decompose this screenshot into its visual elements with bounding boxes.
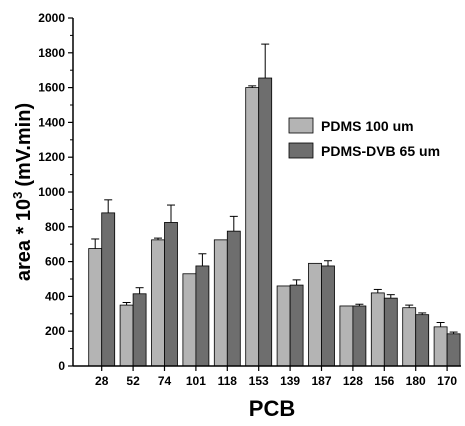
y-tick-label: 2000: [38, 11, 65, 25]
bar-pdms-100-153: [245, 87, 260, 367]
bar-pdms-100-170: [433, 326, 448, 367]
legend-label-pdms-dvb-65: PDMS-DVB 65 um: [321, 143, 440, 159]
legend-swatch-pdms-100: [288, 117, 314, 134]
bar-pdms-dvb-65-74: [164, 222, 178, 367]
y-ticks-group: 0 200 400 600 800 1000 1200 1400 1600 1800 2000: [38, 11, 73, 373]
x-tick-label: 187: [311, 374, 331, 388]
x-tick-label: 28: [95, 374, 109, 388]
bar-pdms-100-52: [119, 304, 134, 367]
y-tick-label: 1200: [38, 150, 65, 164]
bar-pdms-100-128: [339, 305, 354, 367]
y-axis-title-exponent: 3: [10, 192, 25, 199]
x-tick-label: 118: [218, 374, 238, 388]
bar-pdms-100-187: [308, 262, 322, 367]
x-tick-label: 153: [249, 374, 269, 388]
bar-pdms-100-139: [276, 285, 291, 367]
error-bars-group: [91, 43, 458, 334]
x-tick-label: 156: [374, 374, 394, 388]
x-tick-label: 139: [280, 374, 300, 388]
x-tick-label: 180: [406, 374, 426, 388]
y-tick-label: 1800: [38, 46, 65, 60]
y-tick-label: 600: [45, 255, 65, 269]
y-tick-label: 800: [45, 220, 65, 234]
bar-pdms-dvb-65-180: [415, 314, 430, 367]
bar-pdms-dvb-65-187: [321, 265, 335, 367]
y-tick-label: 1400: [38, 115, 65, 129]
bar-pdms-dvb-65-52: [132, 293, 147, 367]
bar-pdms-100-74: [151, 239, 165, 367]
bar-pdms-100-101: [182, 273, 197, 367]
bar-pdms-dvb-65-139: [289, 284, 304, 367]
bar-pdms-100-28: [88, 248, 103, 367]
x-tick-label: 101: [186, 374, 206, 388]
y-axis-title-main: area * 10: [13, 199, 35, 281]
legend-label-pdms-100: PDMS 100 um: [321, 118, 414, 134]
y-tick-label: 1000: [38, 185, 65, 199]
x-tick-label: 74: [158, 374, 172, 388]
y-tick-label: 0: [58, 359, 65, 373]
x-tick-label: 128: [343, 374, 363, 388]
x-tick-label: 52: [126, 374, 140, 388]
x-axis-title: PCB: [249, 396, 295, 421]
bar-pdms-dvb-65-28: [101, 212, 116, 367]
y-tick-label: 200: [45, 324, 65, 338]
bar-pdms-dvb-65-170: [446, 333, 461, 367]
bar-pdms-dvb-65-153: [258, 77, 273, 367]
bar-pdms-100-118: [213, 239, 228, 367]
bar-pdms-dvb-65-128: [352, 305, 367, 367]
y-axis-title-unit: (mV.min): [13, 103, 35, 187]
bar-pdms-dvb-65-156: [383, 297, 398, 367]
bars-group: [88, 77, 461, 367]
legend-swatch-pdms-dvb-65: [288, 142, 314, 159]
legend: PDMS 100 um PDMS-DVB 65 um: [288, 117, 440, 159]
y-axis-title: area * 103 (mV.min): [10, 103, 35, 281]
y-tick-label: 400: [45, 289, 65, 303]
x-ticks-group: 28 52 74 101 118 153 139 187 128 156 180 170: [95, 366, 457, 388]
bar-pdms-dvb-65-118: [226, 230, 241, 367]
bar-pdms-100-180: [402, 307, 417, 367]
x-tick-label: 170: [437, 374, 457, 388]
y-tick-label: 1600: [38, 81, 65, 95]
bar-pdms-dvb-65-101: [195, 265, 210, 367]
bar-pdms-100-156: [370, 292, 385, 367]
